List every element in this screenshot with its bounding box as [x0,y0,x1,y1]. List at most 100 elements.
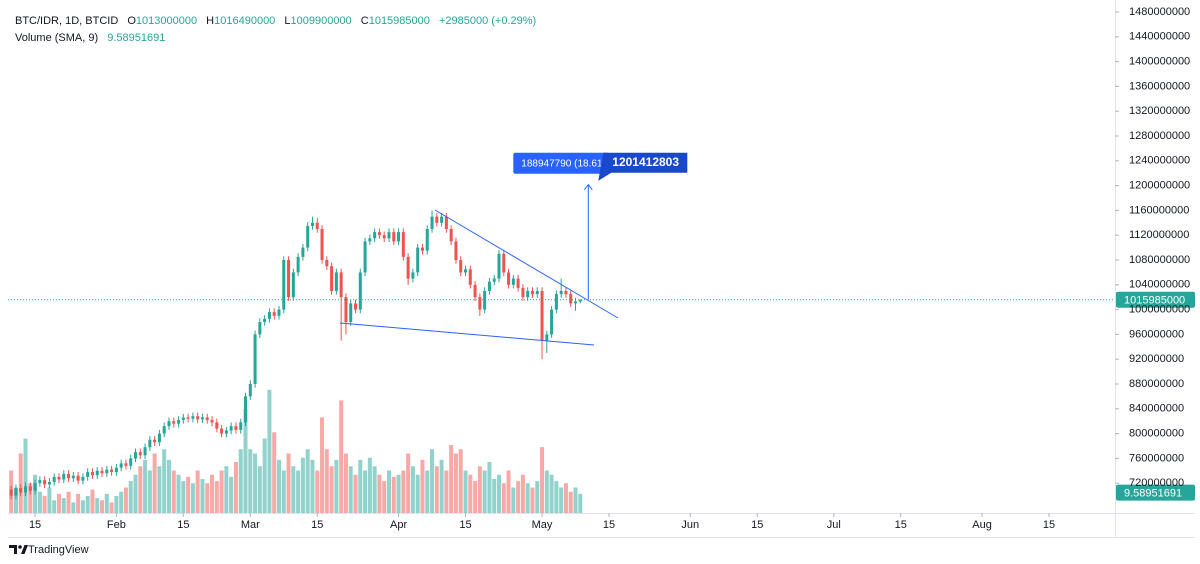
x-tick-label: May [532,519,553,531]
candle-body [310,222,314,226]
volume-bar [415,474,420,513]
volume-bar [382,481,387,513]
target-price: 1201412803 [612,155,679,169]
candle-body [306,225,310,248]
candle-body [172,421,176,424]
candle-body [282,260,286,310]
candle-body [344,297,348,322]
volume-bar [100,500,105,513]
volume-bar [291,466,296,513]
volume-bar [119,491,124,513]
candle-body [162,426,166,434]
volume-bar [573,487,578,513]
brand-name: TradingView [28,544,89,556]
ohlc-value: 1013000000 [135,15,198,27]
candle-body [200,417,204,420]
volume-bar [482,470,487,513]
ohlc-label: C [360,15,369,27]
candle-body [425,229,429,251]
volume-bar [243,408,248,513]
volume-bar [66,491,71,513]
candle-body [349,303,353,322]
candle-body [205,417,209,420]
candle-body [502,253,506,273]
volume-bar [540,447,545,513]
volume-bar [487,462,492,513]
candle-body [392,232,396,242]
volume-bar [166,459,171,513]
candle-body [124,463,128,466]
candle-body [492,278,496,282]
y-tick-label: 1120000000 [1129,229,1189,241]
candle-body [277,309,281,316]
volume-bar [229,476,234,513]
candle-body [234,426,238,430]
candle-body [325,260,329,267]
candle-body [263,318,267,322]
volume-bar [372,466,377,513]
candle-body [43,480,47,485]
volume-bar [358,459,363,513]
legend: BTC/IDR, 1D, BTCID O1013000000 H10164900… [15,13,536,47]
volume-bar [262,438,267,513]
candle-body [210,419,214,423]
volume-bar [544,470,549,513]
candle-body [177,419,181,424]
volume-bar [162,449,167,513]
candle-body [76,475,80,481]
candle-body [181,417,185,420]
volume-bar [71,502,76,513]
volume-bar [578,493,583,513]
candle-body [454,241,458,261]
candle-body [339,272,343,298]
candle-body [368,238,372,242]
volume-bar [406,453,411,513]
volume-bar [95,498,100,513]
volume-bar [104,493,109,513]
volume-bar [401,470,406,513]
candle-body [258,321,262,335]
volume-bar [200,479,205,513]
volume-bar [444,470,449,513]
candle-body [114,467,118,473]
volume-bar [47,487,52,513]
change: +2985000 (+0.29%) [438,15,537,27]
volume-bar [238,449,243,513]
candle-body [358,272,362,310]
volume-bar [123,487,128,513]
candle-body [47,481,51,485]
volume-bar [477,466,482,513]
candle-body [473,284,477,298]
volume-bar [13,487,18,513]
symbol: BTC/IDR, 1D, BTCID [15,15,119,27]
trend-line-lower[interactable] [339,322,595,346]
volume-bar [214,481,219,513]
x-tick-label: 15 [459,519,471,531]
volume-layer [9,389,583,513]
candle-body [272,312,276,316]
volume-sma-box [1116,484,1195,501]
candle-body [550,309,554,335]
volume-bar [90,489,95,513]
candle-body [315,222,319,230]
candle-body [57,476,61,480]
volume-bar [334,459,339,513]
candle-body [291,272,295,298]
candle-body [248,383,252,397]
volume-bar [535,481,540,513]
volume-bar [324,449,329,513]
x-tick-label: Jun [681,519,699,531]
volume-bar [563,483,568,513]
candle-body [129,458,133,466]
candle-body [516,278,520,288]
candle-body [153,439,157,443]
volume-sma-axis-label: 9.58951691 [1124,488,1182,500]
projection-arrow-head [583,183,593,191]
volume-bar [516,481,521,513]
legend-row: BTC/IDR, 1D, BTCID O1013000000 H10164900… [15,13,536,30]
candle-body [554,294,558,310]
x-tick-label: 15 [311,519,323,531]
volume-bar [186,476,191,513]
